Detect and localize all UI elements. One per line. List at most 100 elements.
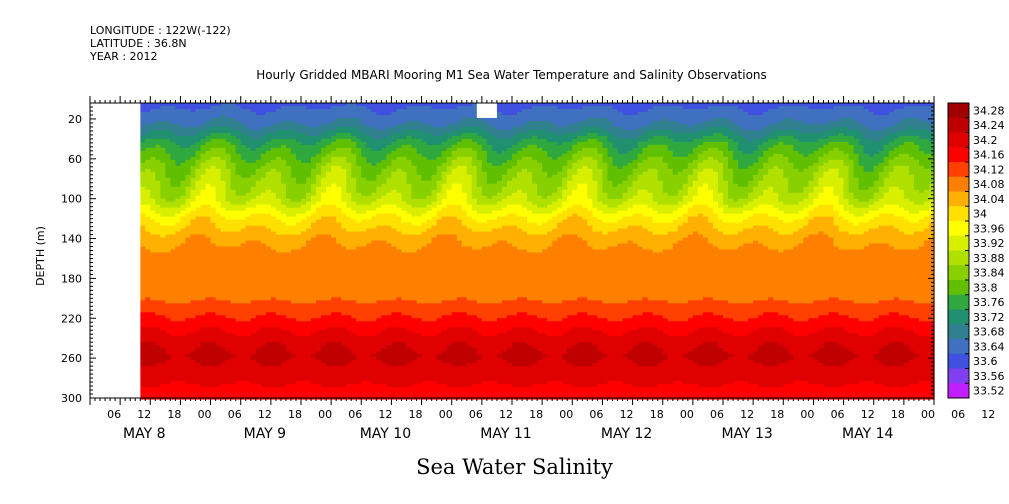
heatmap-cell — [326, 204, 332, 209]
heatmap-cell — [205, 108, 212, 113]
heatmap-cell — [160, 351, 166, 355]
heatmap-cell — [275, 369, 282, 373]
heatmap-cell — [140, 237, 146, 242]
heatmap-cell — [150, 264, 156, 269]
heatmap-cell — [265, 354, 272, 358]
heatmap-cell — [225, 381, 232, 385]
heatmap-cell — [301, 357, 307, 361]
heatmap-cell — [280, 366, 287, 370]
heatmap-cell — [140, 189, 146, 194]
heatmap-cell — [210, 318, 217, 322]
heatmap-cell — [336, 231, 342, 236]
heatmap-cell — [225, 180, 232, 185]
heatmap-cell — [285, 369, 292, 373]
heatmap-cell — [185, 261, 192, 266]
heatmap-cell — [175, 201, 182, 206]
heatmap-cell — [336, 141, 342, 146]
heatmap-cell — [321, 345, 327, 349]
heatmap-cell — [145, 156, 151, 161]
heatmap-cell — [311, 126, 317, 131]
heatmap-cell — [326, 147, 332, 152]
heatmap-cell — [235, 183, 242, 188]
heatmap-cell — [220, 156, 227, 161]
heatmap-cell — [361, 228, 367, 233]
heatmap-cell — [140, 105, 146, 110]
heatmap-cell — [180, 276, 187, 280]
heatmap-cell — [260, 162, 267, 167]
heatmap-cell — [341, 189, 347, 194]
heatmap-cell — [376, 345, 382, 349]
heatmap-cell — [376, 333, 382, 337]
heatmap-cell — [190, 210, 197, 215]
heatmap-cell — [275, 225, 282, 230]
heatmap-cell — [306, 228, 312, 233]
heatmap-cell — [316, 243, 322, 248]
heatmap-cell — [180, 141, 187, 146]
heatmap-cell — [301, 294, 307, 298]
heatmap-cell — [205, 138, 212, 143]
heatmap-cell — [316, 273, 322, 278]
heatmap-cell — [190, 117, 197, 122]
heatmap-cell — [386, 240, 393, 245]
heatmap-cell — [235, 159, 242, 164]
heatmap-cell — [371, 144, 377, 149]
heatmap-cell — [290, 231, 297, 236]
heatmap-cell — [341, 174, 347, 179]
heatmap-cell — [155, 129, 161, 134]
heatmap-cell — [190, 201, 197, 206]
heatmap-cell — [295, 357, 302, 361]
heatmap-cell — [346, 183, 352, 188]
heatmap-cell — [351, 354, 357, 358]
heatmap-cell — [316, 276, 322, 280]
heatmap-cell — [341, 150, 347, 155]
heatmap-cell — [200, 309, 207, 313]
heatmap-cell — [371, 219, 377, 224]
heatmap-cell — [306, 327, 312, 331]
heatmap-cell — [215, 285, 222, 289]
heatmap-cell — [240, 111, 247, 116]
heatmap-cell — [376, 135, 382, 140]
heatmap-cell — [145, 189, 151, 194]
heatmap-cell — [180, 312, 187, 316]
heatmap-cell — [215, 129, 222, 134]
heatmap-cell — [295, 111, 302, 116]
heatmap-cell — [341, 207, 347, 212]
heatmap-cell — [170, 120, 176, 125]
heatmap-cell — [185, 336, 192, 340]
heatmap-cell — [366, 183, 372, 188]
heatmap-cell — [190, 303, 197, 307]
heatmap-cell — [175, 288, 182, 292]
heatmap-cell — [316, 387, 322, 391]
heatmap-cell — [260, 267, 267, 272]
heatmap-cell — [316, 288, 322, 292]
heatmap-cell — [371, 177, 377, 182]
heatmap-cell — [270, 351, 277, 355]
heatmap-cell — [376, 165, 382, 170]
heatmap-cell — [306, 273, 312, 278]
heatmap-cell — [205, 315, 212, 319]
heatmap-cell — [336, 192, 342, 197]
heatmap-cell — [270, 264, 277, 269]
heatmap-cell — [210, 144, 217, 149]
heatmap-cell — [245, 300, 252, 304]
heatmap-cell — [185, 390, 192, 394]
heatmap-cell — [371, 384, 377, 388]
heatmap-cell — [250, 282, 257, 286]
heatmap-cell — [376, 156, 382, 161]
heatmap-cell — [145, 318, 151, 322]
heatmap-cell — [361, 357, 367, 361]
heatmap-cell — [321, 195, 327, 200]
heatmap-cell — [185, 156, 192, 161]
heatmap-cell — [290, 318, 297, 322]
heatmap-cell — [235, 375, 242, 379]
heatmap-cell — [160, 165, 166, 170]
heatmap-cell — [225, 378, 232, 382]
heatmap-cell — [301, 129, 307, 134]
heatmap-cell — [235, 303, 242, 307]
heatmap-cell — [150, 129, 156, 134]
heatmap-cell — [366, 159, 372, 164]
heatmap-cell — [311, 366, 317, 370]
heatmap-cell — [316, 103, 322, 107]
heatmap-cell — [371, 216, 377, 221]
